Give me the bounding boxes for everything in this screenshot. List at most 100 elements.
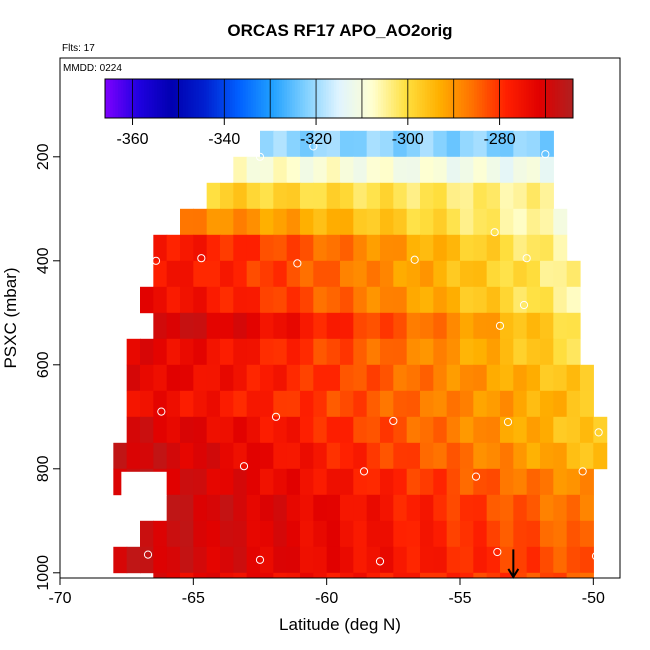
heatmap-cell: [340, 494, 354, 522]
heatmap-cell: [420, 390, 434, 418]
heatmap-cell: [420, 546, 434, 574]
colorbar-strip: [162, 79, 166, 118]
heatmap-cell: [473, 286, 488, 314]
heatmap-cell: [566, 572, 581, 578]
heatmap-cell: [433, 260, 448, 288]
heatmap-cell: [420, 156, 434, 184]
colorbar-strip: [157, 79, 161, 118]
heatmap-cell: [313, 520, 328, 548]
heatmap-cell: [260, 520, 274, 548]
heatmap-cell: [393, 130, 408, 158]
colorbar-strip: [414, 79, 418, 118]
heatmap-cell: [206, 494, 221, 522]
heatmap-cell: [286, 208, 301, 236]
heatmap-cell: [206, 260, 221, 288]
colorbar-strip: [105, 79, 109, 118]
heatmap-cell: [486, 416, 501, 444]
heatmap-cell: [500, 260, 514, 288]
heatmap-cell: [166, 338, 181, 366]
heatmap-cell: [420, 572, 434, 578]
colorbar-tick-label: -340: [208, 131, 240, 148]
heatmap-cell: [246, 182, 261, 210]
heatmap-cell: [300, 572, 314, 578]
heatmap-cell: [366, 572, 381, 578]
colorbar-strip: [378, 79, 382, 118]
heatmap-cell: [340, 260, 354, 288]
colorbar-strip: [453, 79, 457, 118]
heatmap-cell: [540, 520, 554, 548]
sample-point: [495, 321, 505, 330]
heatmap-cell: [366, 338, 381, 366]
heatmap-cell: [500, 234, 514, 262]
heatmap-cell: [193, 390, 208, 418]
heatmap-cell: [313, 442, 328, 470]
arrow-head: [507, 568, 520, 579]
heatmap-cell: [380, 338, 394, 366]
heatmap-cell: [540, 390, 554, 418]
heatmap-cell: [393, 468, 408, 496]
colorbar-strip: [209, 79, 213, 118]
heatmap-cell: [446, 338, 461, 366]
position-arrow: [507, 549, 520, 579]
colorbar-strip: [190, 79, 194, 118]
heatmap-cell: [286, 156, 301, 184]
heatmap-cell: [313, 364, 328, 392]
heatmap-cell: [473, 312, 488, 340]
sample-point: [151, 256, 161, 265]
heatmap-cell: [446, 572, 461, 578]
colorbar-strip: [183, 79, 187, 118]
heatmap-cell: [220, 546, 234, 574]
heatmap-cell: [366, 208, 381, 236]
y-tick-label: 800: [35, 455, 52, 482]
heatmap-cell: [246, 442, 261, 470]
heatmap-cell: [340, 312, 354, 340]
heatmap-cell: [420, 234, 434, 262]
heatmap-cell: [180, 494, 194, 522]
colorbar-strip: [279, 79, 283, 118]
heatmap-cell: [406, 260, 421, 288]
colorbar-strip: [396, 79, 400, 118]
heatmap-cell: [393, 390, 408, 418]
heatmap-cell: [273, 130, 288, 158]
y-tick-label: 1000: [35, 555, 52, 591]
x-tick-label: -65: [182, 590, 205, 607]
colorbar-strip: [432, 79, 436, 118]
colorbar-strip: [380, 79, 384, 118]
colorbar-strip: [536, 79, 540, 118]
colorbar-tick-label: -300: [392, 131, 424, 148]
heatmap-cell: [273, 416, 288, 444]
heatmap-cell: [340, 546, 354, 574]
heatmap-cell: [326, 416, 341, 444]
heatmap-cell: [540, 182, 554, 210]
heatmap-cell: [406, 416, 421, 444]
colorbar-strip: [266, 79, 270, 118]
heatmap-cell: [206, 546, 221, 574]
heatmap-cell: [460, 468, 474, 496]
heatmap-cell: [286, 572, 301, 578]
colorbar-strip: [227, 79, 231, 118]
colorbar-strip: [479, 79, 483, 118]
heatmap-cell: [540, 208, 554, 236]
heatmap-cell: [220, 234, 234, 262]
colorbar-strip: [185, 79, 189, 118]
heatmap-cell: [273, 442, 288, 470]
heatmap-cell: [326, 494, 341, 522]
heatmap-cell: [366, 364, 381, 392]
heatmap-cell: [260, 416, 274, 444]
colorbar-strip: [526, 79, 530, 118]
heatmap-cell: [460, 156, 474, 184]
heatmap-cell: [406, 156, 421, 184]
heatmap-cell: [220, 338, 234, 366]
heatmap-cell: [366, 416, 381, 444]
heatmap-cell: [353, 260, 368, 288]
heatmap-cell: [406, 572, 421, 578]
heatmap-cell: [526, 286, 541, 314]
heatmap-cell: [526, 156, 541, 184]
heatmap-cell: [300, 338, 314, 366]
heatmap-cell: [326, 520, 341, 548]
heatmap-cell: [420, 468, 434, 496]
heatmap-cell: [566, 312, 581, 340]
colorbar-strip: [328, 79, 332, 118]
y-axis-label: PSXC (mbar): [1, 267, 20, 368]
